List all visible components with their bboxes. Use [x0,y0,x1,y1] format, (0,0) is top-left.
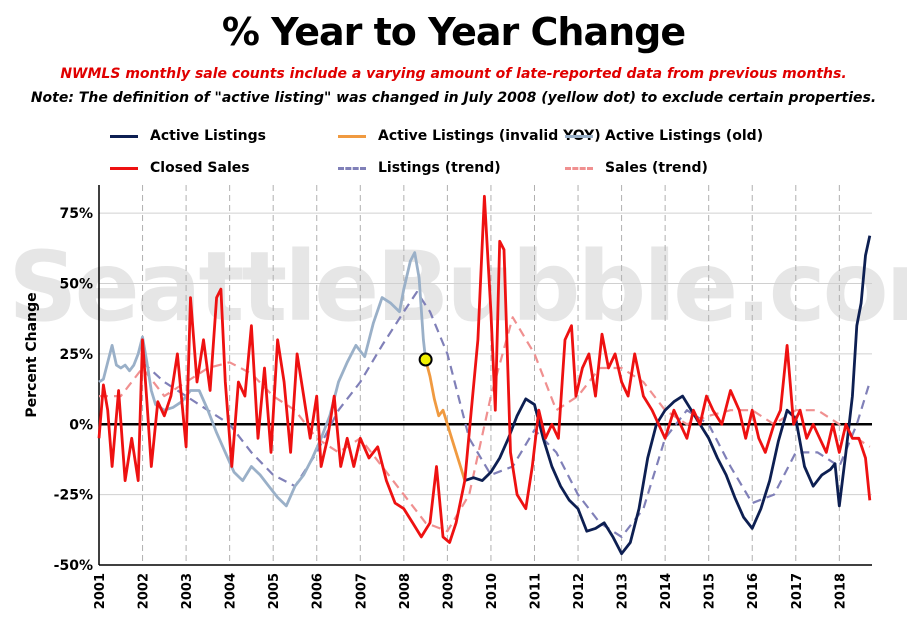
y-tick-label: 25% [59,347,93,363]
note-red: NWMLS monthly sale counts include a vary… [60,66,847,82]
highlight-point-july-2008 [418,352,433,367]
x-tick-label: 2014 [659,573,674,609]
x-tick-label: 2009 [441,573,456,609]
y-tick-label: -25% [54,488,93,504]
x-tick-label: 2001 [93,573,108,609]
legend: Active Listings Active Listings (invalid… [110,126,830,186]
y-tick-label: 0% [69,417,93,433]
series-line-active-listings-invalid-yoy [424,359,467,482]
legend-item-sales-trend: Sales (trend) [565,158,708,178]
x-tick-label: 2013 [616,573,631,609]
legend-item-closed-sales: Closed Sales [110,158,250,178]
x-tick-label: 2018 [833,573,848,609]
legend-label: Listings (trend) [378,160,501,176]
y-tick-label: -50% [54,558,93,574]
x-tick-label: 2004 [224,573,239,609]
x-tick-label: 2012 [572,573,587,609]
x-tick-label: 2003 [180,573,195,609]
x-tick-label: 2011 [528,573,543,609]
x-tick-label: 2010 [485,573,500,609]
legend-item-active-listings-old: Active Listings (old) [565,126,763,146]
legend-item-active-listings: Active Listings [110,126,266,146]
legend-item-active-listings-invalid: Active Listings (invalid YOY) [338,126,601,146]
legend-swatch [565,134,593,138]
x-tick-label: 2016 [746,573,761,609]
legend-swatch [565,166,593,170]
series-line-sales-trend [99,316,871,533]
series-line-listings-trend [141,290,871,538]
x-tick-label: 2006 [311,573,326,609]
series-line-active-listings-old [98,251,427,508]
legend-label: Active Listings (old) [605,128,764,144]
y-tick-label: 75% [59,206,93,222]
y-tick-label: 50% [59,277,93,293]
note-black: Note: The definition of "active listing"… [30,90,877,106]
x-tick-label: 2015 [703,573,718,609]
x-tick-label: 2007 [354,573,369,609]
legend-swatch [338,134,366,138]
legend-swatch [338,166,366,170]
x-tick-label: 2008 [398,573,413,609]
y-axis-label: Percent Change [24,292,40,417]
x-tick-label: 2005 [267,573,282,609]
legend-swatch [110,134,138,138]
watermark-text: SeattleBubble.com [8,231,907,343]
legend-label: Active Listings [150,128,266,144]
chart-title: % Year to Year Change [221,10,686,54]
x-tick-label: 2002 [137,573,152,609]
x-tick-label: 2017 [790,573,805,609]
legend-item-listings-trend: Listings (trend) [338,158,501,178]
legend-swatch [110,166,138,170]
legend-label: Closed Sales [150,160,250,176]
legend-label: Sales (trend) [605,160,708,176]
series-line-closed-sales [97,194,872,544]
legend-label: Active Listings (invalid YOY) [378,128,601,144]
